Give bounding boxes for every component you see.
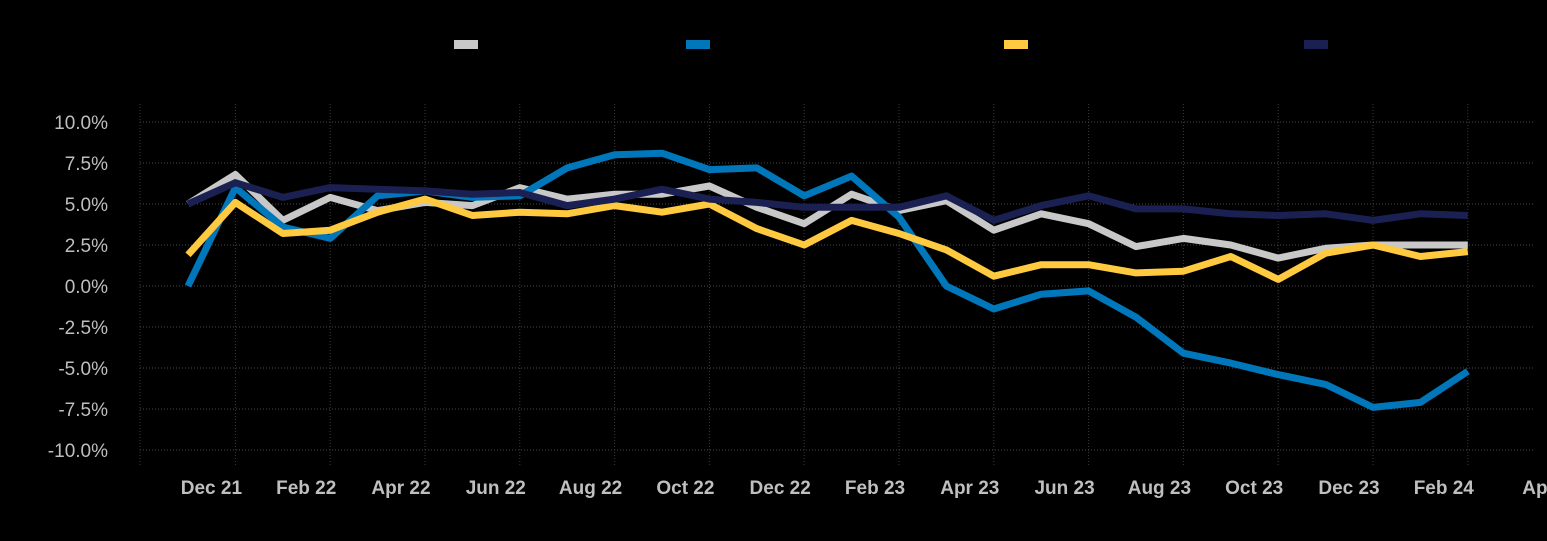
legend [454,40,1328,49]
y-tick-label: 5.0% [65,195,108,216]
x-tick-label: Jun 22 [466,478,526,499]
y-axis: 10.0% 7.5% 5.0% 2.5% 0.0% -2.5% -5.0% -7.5% -10.… [48,113,108,462]
series-line-4 [186,179,1468,224]
x-tick-label: Dec 23 [1318,478,1379,499]
y-tick-label: -7.5% [58,400,108,421]
plot-area [184,149,1470,411]
x-tick-label: Dec 21 [181,478,243,499]
y-tick-label: -10.0% [48,441,108,462]
series-line-3 [185,195,1469,283]
x-tick-label: Feb 24 [1414,478,1475,499]
legend-swatch-4 [1304,40,1328,49]
legend-swatch-1 [454,40,478,49]
y-tick-label: 2.5% [65,236,108,257]
x-tick-label: Aug 22 [559,478,622,499]
x-tick-label: Dec 22 [750,478,811,499]
x-tick-label: Oct 22 [656,478,714,499]
x-tick-label: Apr [1522,478,1547,499]
x-tick-label: Feb 23 [845,478,905,499]
x-tick-label: Oct 23 [1225,478,1283,499]
y-tick-label: 7.5% [65,154,108,175]
x-tick-label: Feb 22 [276,478,336,499]
x-axis: Dec 21 Feb 22 Apr 22 Jun 22 Aug 22 Oct 22 Dec … [181,478,1547,499]
y-tick-label: 10.0% [54,113,108,134]
y-tick-label: -5.0% [58,359,108,380]
x-tick-label: Aug 23 [1128,478,1191,499]
y-tick-label: 0.0% [65,277,108,298]
grid [139,104,1535,466]
x-tick-label: Jun 23 [1034,478,1094,499]
x-tick-label: Apr 23 [940,478,999,499]
y-tick-label: -2.5% [58,318,108,339]
legend-swatch-3 [1004,40,1028,49]
legend-swatch-2 [686,40,710,49]
x-tick-label: Apr 22 [371,478,430,499]
